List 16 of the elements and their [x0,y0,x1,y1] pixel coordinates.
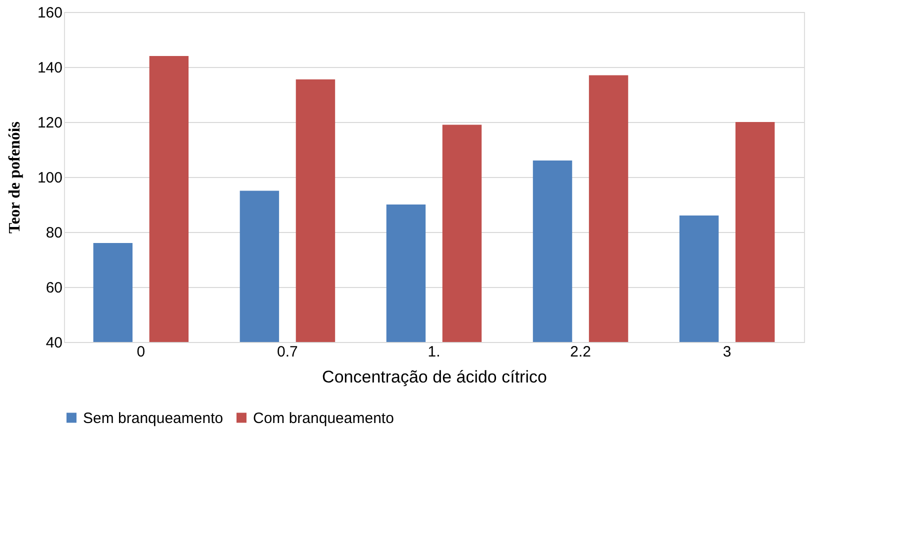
y-tick-label: 120 [37,114,62,132]
x-tick-label: 1. [428,344,440,360]
x-tick-label: 2.2 [570,344,591,360]
y-axis-title: Teor de pofenóis [6,121,24,234]
x-axis-title: Concentração de ácido cítrico [322,368,547,386]
x-tick-label: 3 [722,344,732,360]
y-tick-label: 140 [37,60,62,76]
y-tick-label: 40 [46,334,62,352]
y-tick-label: 160 [37,4,62,22]
y-tick-label: 60 [46,280,62,296]
y-tick-label: 80 [46,224,62,242]
x-tick-label: 0.7 [277,344,298,360]
y-tick-label: 100 [37,170,62,186]
legend-label: Sem branqueamento [83,410,224,427]
x-tick-label: 0 [136,344,146,360]
legend-label: Com branqueamento [253,410,394,427]
